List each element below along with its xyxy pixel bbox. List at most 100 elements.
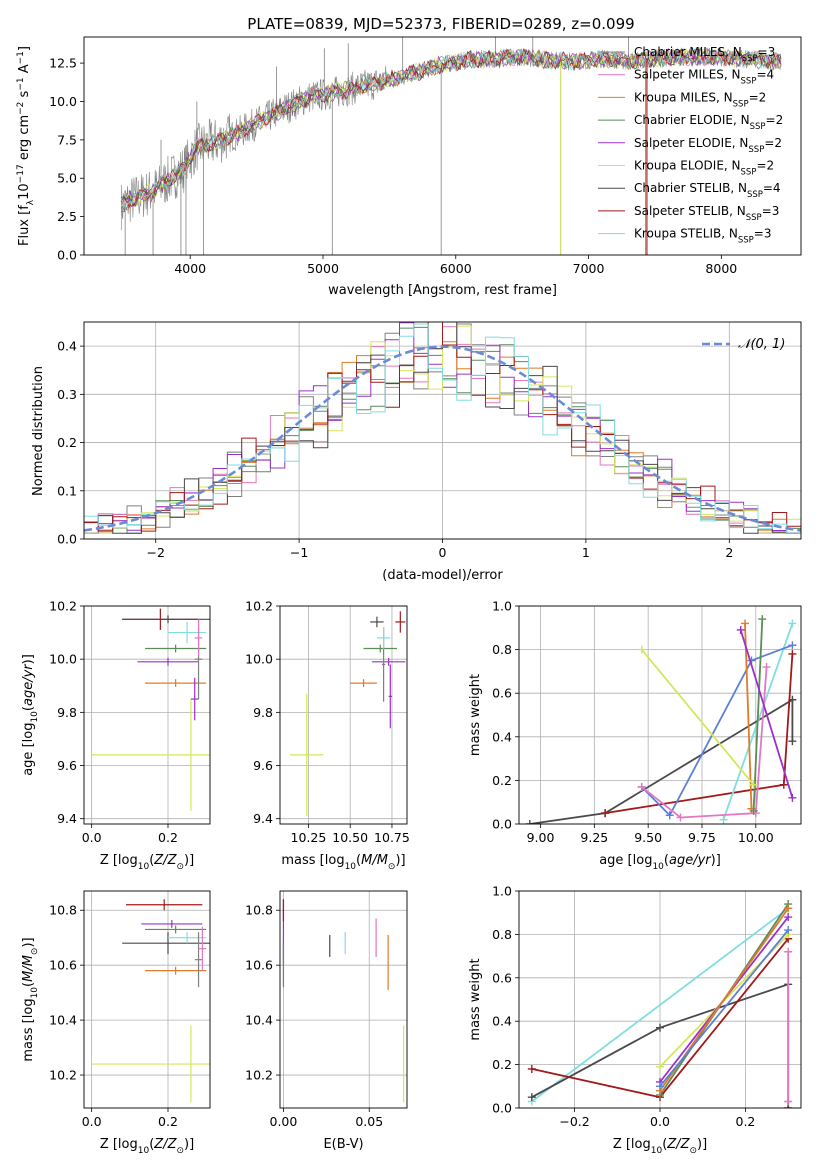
legend-label-sub: SSP	[748, 145, 764, 155]
label-part: 10	[652, 862, 664, 872]
series-line	[641, 666, 768, 819]
label-part: −1	[16, 77, 26, 90]
label-part: −17	[16, 164, 26, 183]
series-marker	[788, 737, 797, 746]
series-line	[739, 629, 794, 799]
y-tick-label: 9.8	[57, 705, 77, 720]
label-part: ⊙	[176, 862, 184, 872]
label-part: A	[17, 64, 32, 77]
series-marker	[741, 619, 750, 628]
axes-frame	[518, 605, 802, 825]
legend-label-tail: =3	[758, 45, 776, 59]
x-axis-label: (data-model)/error	[382, 568, 503, 583]
label-part: )]	[21, 654, 36, 664]
series-marker	[784, 947, 793, 956]
axes-frame	[83, 890, 211, 1109]
label-part: age/yr	[21, 663, 36, 706]
error-bar-point	[290, 693, 324, 817]
x-tick-label: 8000	[705, 261, 737, 276]
legend-label-text: Salpeter ELODIE, N	[634, 136, 748, 150]
legend-label-text: Salpeter MILES, N	[634, 68, 741, 82]
label-part: (	[662, 1137, 667, 1152]
error-bar-point	[91, 699, 210, 811]
y-tick-label: 1.0	[492, 599, 512, 614]
series-line	[531, 907, 789, 1103]
y-tick-label: 1.0	[492, 884, 512, 899]
y-tick-label: 10.6	[245, 958, 273, 973]
y-tick-label: 0.6	[492, 686, 512, 701]
x-tick-label: 10.50	[332, 830, 368, 845]
y-tick-label: 2.5	[57, 209, 77, 224]
label-part: )]	[711, 853, 721, 868]
label-part: age [log	[21, 723, 36, 776]
y-tick-label: 0.2	[492, 1057, 512, 1072]
label-part: ⊙	[30, 948, 40, 956]
label-part: ]	[17, 46, 32, 51]
series-marker	[788, 649, 797, 658]
label-part: M/M	[361, 853, 388, 868]
y-axis-label: mass weight	[468, 674, 483, 756]
series-marker	[601, 809, 610, 818]
series-marker	[784, 926, 793, 935]
legend-label: Salpeter ELODIE, NSSP=2	[634, 136, 782, 155]
y-tick-label: 0.0	[57, 248, 77, 263]
series-marker	[784, 913, 793, 922]
y-tick-label: 10.8	[245, 903, 273, 918]
x-tick-label: 0.0	[82, 1114, 102, 1129]
y-axis-label: age [log10(age/yr)]	[21, 654, 40, 776]
y-tick-label: 9.8	[253, 705, 273, 720]
label-part: 10	[138, 1146, 150, 1156]
y-axis-label: mass weight	[468, 958, 483, 1040]
plot-area-weight_vs_Z	[527, 900, 793, 1108]
label-part: (	[356, 853, 361, 868]
legend-label-sub: SSP	[750, 122, 766, 132]
x-axis-label: E(B-V)	[323, 1137, 363, 1152]
x-axis-label: Z [log10(Z/Z⊙)]	[100, 853, 194, 872]
label-part: (	[21, 982, 36, 987]
x-axis-label: Z [log10(Z/Z⊙)]	[613, 1137, 707, 1156]
error-bar-point	[145, 679, 207, 688]
series-line	[752, 619, 764, 811]
series-marker	[788, 641, 797, 650]
series-marker	[527, 1093, 536, 1102]
error-bar-point	[194, 932, 203, 988]
x-tick-label: 0.00	[270, 1114, 298, 1129]
x-tick-label: 0	[439, 545, 447, 560]
series-marker	[527, 1064, 536, 1073]
x-axis-label: Z [log10(Z/Z⊙)]	[100, 1137, 194, 1156]
error-bar-point	[363, 644, 397, 653]
series-marker	[784, 904, 793, 913]
y-tick-label: 10.0	[245, 652, 273, 667]
x-tick-label: 0.2	[736, 1114, 756, 1129]
label-part: )]	[395, 853, 405, 868]
axes-frame	[83, 605, 211, 825]
label-part: Z [log	[613, 1137, 651, 1152]
axes-age_vs_mass: 10.25 10.50 10.75 9.4 9.6 9.8 10.0 10.2	[245, 599, 410, 846]
page-title: PLATE=0839, MJD=52373, FIBERID=0289, z=0…	[247, 15, 634, 33]
model-spectrum-line	[121, 48, 782, 209]
label-part: −1	[16, 51, 26, 64]
y-tick-label: 0.2	[57, 435, 77, 450]
legend-label-text: Chabrier STELIB, N	[634, 181, 747, 195]
y-tick-label: 10.0	[49, 652, 77, 667]
error-bar-point	[145, 966, 207, 975]
y-tick-label: 9.6	[253, 758, 273, 773]
series-marker	[788, 793, 797, 802]
series-marker	[525, 820, 534, 824]
series-marker	[779, 780, 788, 789]
series-line	[604, 653, 794, 814]
x-tick-label: 1	[582, 545, 590, 560]
label-part: age/yr	[669, 853, 712, 868]
legend-label-sub: SSP	[747, 190, 763, 200]
series-marker	[656, 1023, 664, 1032]
series-marker	[736, 625, 745, 634]
label-part: 10	[30, 987, 40, 999]
plot-area-residual_hist	[84, 322, 801, 539]
error-bar-point	[371, 657, 406, 666]
x-tick-label: 7000	[573, 261, 605, 276]
error-bar-point	[395, 611, 406, 633]
x-tick-label: 0.05	[355, 1114, 383, 1129]
y-tick-label: 10.2	[49, 1068, 77, 1083]
